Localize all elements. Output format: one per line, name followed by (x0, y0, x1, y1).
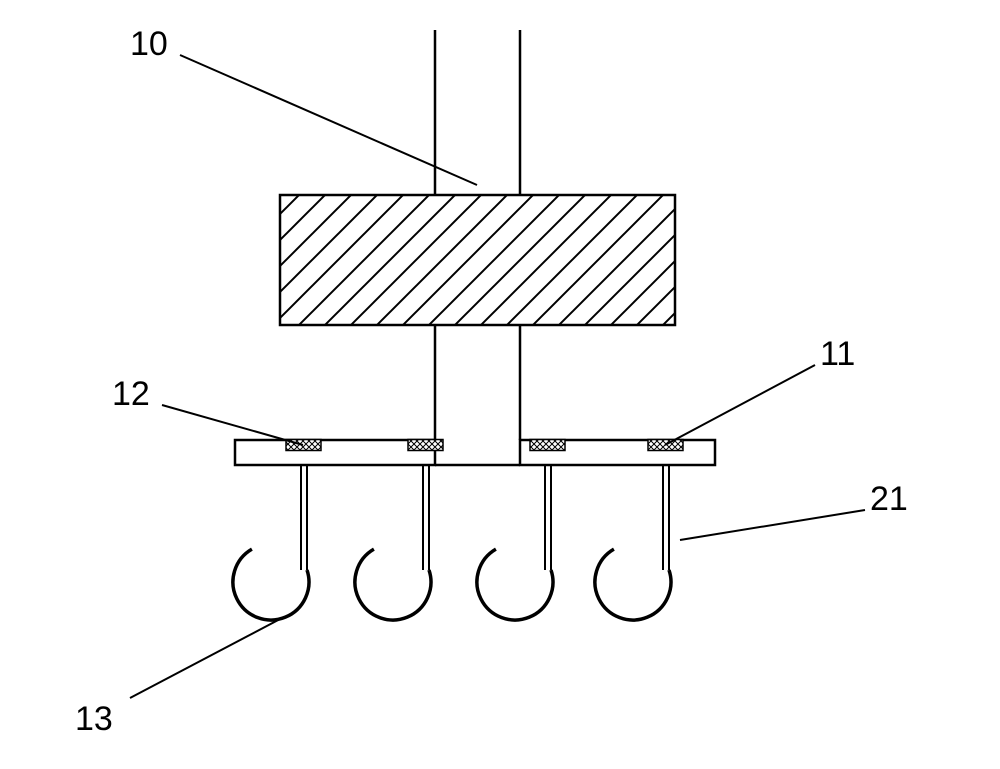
block-10 (280, 195, 675, 325)
label-l11: 11 (820, 335, 855, 374)
label-l13: 13 (75, 700, 113, 739)
leader-l21 (680, 510, 865, 540)
label-l10: 10 (130, 25, 168, 64)
label-l12: 12 (112, 375, 150, 414)
plate-left (235, 440, 435, 465)
pad-2 (408, 440, 443, 451)
pad-3 (530, 440, 565, 451)
leader-l10 (180, 55, 477, 185)
hook-2 (355, 549, 431, 620)
technical-diagram (0, 0, 1000, 769)
hook-4 (595, 549, 671, 620)
leader-l12 (162, 405, 303, 445)
hook-1 (233, 549, 309, 620)
hook-3 (477, 549, 553, 620)
leader-l13 (130, 618, 282, 698)
leader-l11 (665, 365, 815, 445)
label-l21: 21 (870, 480, 908, 519)
